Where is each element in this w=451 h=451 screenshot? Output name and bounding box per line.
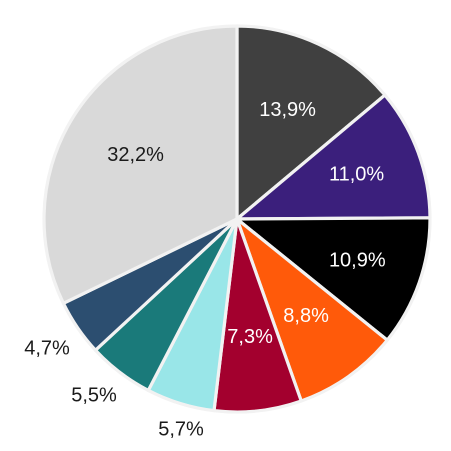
pie-slice-label-4: 8,8%	[283, 305, 329, 327]
pie-slice-label-5: 7,3%	[227, 326, 273, 348]
pie-slice-label-1: 13,9%	[259, 99, 316, 121]
pie-labels: 13,9% 11,0% 10,9% 8,8% 7,3% 5,7% 5,5% 4,7% 32,2%	[24, 99, 386, 440]
pie-slice-label-7: 5,5%	[71, 384, 117, 406]
pie-slices	[42, 24, 432, 414]
pie-slice-label-8: 4,7%	[24, 337, 70, 359]
pie-outline	[42, 24, 432, 414]
pie-slice-label-6: 5,7%	[158, 418, 204, 440]
pie-slice-label-2: 11,0%	[329, 163, 384, 185]
pie-slice-label-3: 10,9%	[329, 249, 386, 271]
pie-slice-label-9: 32,2%	[107, 144, 164, 166]
